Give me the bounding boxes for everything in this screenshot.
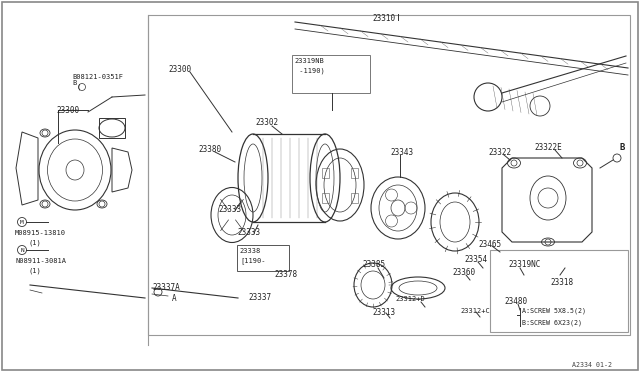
Text: 23300: 23300 <box>168 65 191 74</box>
Text: 23310: 23310 <box>372 14 395 23</box>
Text: 23319NB: 23319NB <box>294 58 324 64</box>
Text: 23312+C: 23312+C <box>460 308 490 314</box>
Text: A2334 01-2: A2334 01-2 <box>572 362 612 368</box>
Text: 23480: 23480 <box>504 297 527 306</box>
Text: (1): (1) <box>28 239 41 246</box>
Text: 23337A: 23337A <box>152 283 180 292</box>
Text: 23378: 23378 <box>274 270 297 279</box>
Text: B08121-0351F: B08121-0351F <box>72 74 123 80</box>
Text: (: ( <box>76 83 80 90</box>
Text: A:SCREW 5X8.5(2): A:SCREW 5X8.5(2) <box>522 308 586 314</box>
Text: 23319NC: 23319NC <box>508 260 540 269</box>
Text: 23300: 23300 <box>56 106 79 115</box>
Text: N08911-3081A: N08911-3081A <box>15 258 66 264</box>
Text: 23385: 23385 <box>362 260 385 269</box>
Bar <box>351 192 358 202</box>
Text: 23333: 23333 <box>218 205 241 214</box>
Text: 23312+D: 23312+D <box>395 296 425 302</box>
Bar <box>237 245 289 271</box>
Text: 23302: 23302 <box>255 118 278 127</box>
Text: 23313: 23313 <box>372 308 395 317</box>
Text: B: B <box>72 80 76 86</box>
Bar <box>351 167 358 177</box>
Text: B:SCREW 6X23(2): B:SCREW 6X23(2) <box>522 320 582 327</box>
Text: M08915-13810: M08915-13810 <box>15 230 66 236</box>
Text: 23380: 23380 <box>198 145 221 154</box>
Text: (1): (1) <box>28 267 41 273</box>
Text: 23337: 23337 <box>248 293 271 302</box>
Bar <box>322 192 329 202</box>
Text: 23343: 23343 <box>390 148 413 157</box>
Text: 23333: 23333 <box>237 228 260 237</box>
Text: B: B <box>620 143 625 152</box>
Bar <box>292 55 370 93</box>
Bar <box>99 118 125 138</box>
Text: 23354: 23354 <box>464 255 487 264</box>
Bar <box>322 167 329 177</box>
Text: N: N <box>20 247 24 253</box>
Text: 23465: 23465 <box>478 240 501 249</box>
Text: -1190): -1190) <box>295 67 324 74</box>
Text: [1190-: [1190- <box>240 257 266 264</box>
Bar <box>148 15 630 335</box>
Text: 23360: 23360 <box>452 268 475 277</box>
Text: M: M <box>20 219 24 224</box>
Bar <box>490 250 628 332</box>
Text: 23322E: 23322E <box>534 143 562 152</box>
Text: A: A <box>172 294 177 303</box>
Text: 23338: 23338 <box>239 248 260 254</box>
Text: 23318: 23318 <box>550 278 573 287</box>
Text: 23322: 23322 <box>488 148 511 157</box>
